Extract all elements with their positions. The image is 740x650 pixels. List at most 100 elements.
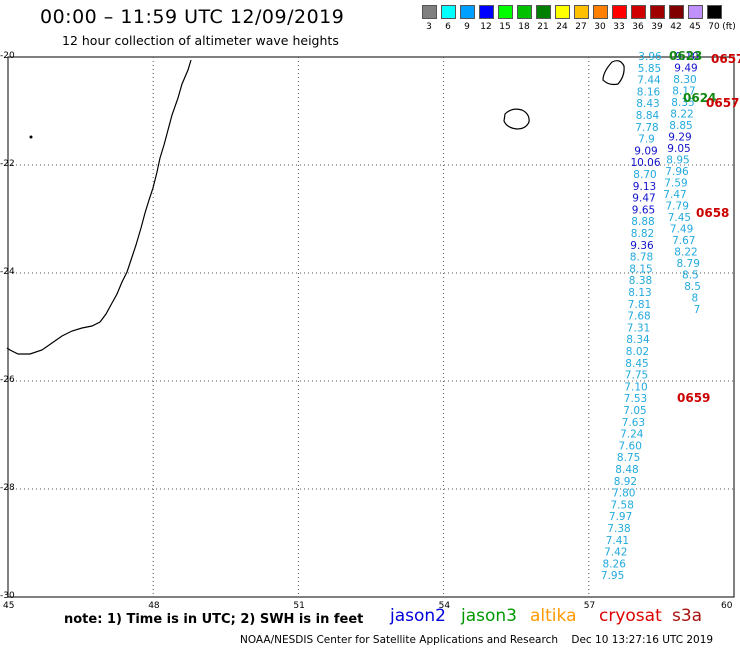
legend-label-18: 18 (518, 22, 530, 32)
track-value: 8.45 (625, 358, 648, 370)
legend-label-27: 27 (575, 22, 587, 32)
track-value: 7.95 (601, 570, 624, 582)
legend-label-45: 45 (689, 22, 701, 32)
track-value: 7.60 (619, 440, 642, 452)
track-value: 7.10 (624, 381, 647, 393)
legend-label-9: 9 (464, 22, 470, 32)
track-value: 9.36 (630, 240, 654, 252)
track-value: 7.68 (627, 311, 650, 323)
mission-jason3: jason3 (461, 606, 517, 626)
track-value-2: 8.95 (666, 155, 689, 167)
legend-label-3: 3 (426, 22, 432, 32)
lon-tick-label: 48 (148, 601, 160, 611)
lat-tick-label: -30 (0, 591, 15, 601)
track-value: 3.96 (638, 51, 662, 63)
track-value-2: 7.67 (672, 235, 695, 247)
track-value: 7.24 (620, 429, 644, 441)
track-value: 8.48 (615, 464, 638, 476)
track-value: 8.75 (617, 452, 640, 464)
track-value-2: 8.5 (682, 270, 699, 282)
island-reunion (503, 108, 530, 130)
coastline-madagascar (6, 59, 192, 355)
time-label: 0624 (683, 91, 716, 105)
legend-label-70: 70 (708, 22, 720, 32)
track-value: 9.47 (632, 193, 655, 205)
track-value: 8.15 (629, 263, 652, 275)
track-value: 7.97 (609, 511, 632, 523)
legend-label-33: 33 (613, 22, 625, 32)
track-value: 9.65 (632, 204, 655, 216)
legend-label-21: 21 (537, 22, 549, 32)
lon-tick-label: 57 (583, 601, 596, 611)
track-value: 8.34 (626, 334, 650, 346)
track-value: 7.9 (638, 134, 655, 146)
legend-label-42: 42 (670, 22, 682, 32)
track-value: 8.82 (631, 228, 654, 240)
legend-swatch-45 (688, 5, 703, 19)
legend-label-6: 6 (445, 22, 451, 32)
track-value: 7.78 (635, 122, 658, 134)
legend-swatch-27 (574, 5, 589, 19)
legend-swatch-39 (650, 5, 665, 19)
legend-swatch-36 (631, 5, 646, 19)
track-value-2: 9.29 (668, 132, 691, 144)
page-title: 00:00 – 11:59 UTC 12/09/2019 (40, 6, 345, 28)
credit-timestamp: Dec 10 13:27:16 UTC 2019 (571, 634, 714, 646)
lat-tick-label: -26 (0, 375, 15, 385)
legend-label-36: 36 (632, 22, 644, 32)
legend-label-24: 24 (556, 22, 568, 32)
track-value-2: 8.22 (670, 109, 693, 121)
legend-swatch-15 (498, 5, 513, 19)
track-value-2: 8 (691, 293, 698, 305)
track-value: 7.63 (622, 417, 645, 429)
track-value: 8.13 (628, 287, 651, 299)
legend-swatch-33 (612, 5, 627, 19)
legend-swatch-12 (479, 5, 494, 19)
credit-line: NOAA/NESDIS Center for Satellite Applica… (240, 634, 713, 646)
track-value: 8.43 (636, 98, 659, 110)
track-value-2: 9.49 (674, 63, 697, 75)
track-value: 7.44 (637, 75, 661, 87)
track-value: 7.41 (606, 535, 629, 547)
legend-swatch-9 (460, 5, 475, 19)
page-subtitle: 12 hour collection of altimeter wave hei… (62, 33, 339, 48)
track-value: 7.80 (612, 488, 635, 500)
time-label: 0657 (711, 52, 740, 66)
track-value-2: 8.5 (684, 281, 701, 293)
track-value: 8.78 (630, 252, 653, 264)
track-value-2: 8.35 (671, 97, 694, 109)
track-value: 8.38 (629, 275, 652, 287)
track-value-2: 8.17 (672, 86, 695, 98)
legend-label-15: 15 (499, 22, 511, 32)
time-label: 0659 (677, 391, 710, 405)
legend-swatch-6 (441, 5, 456, 19)
track-value-2: 7 (694, 304, 701, 316)
legend-label-39: 39 (651, 22, 663, 32)
track-value-2: 8.79 (677, 258, 700, 270)
track-value: 8.26 (603, 558, 627, 570)
time-label: 0623 (669, 49, 702, 63)
track-value-2: 8.30 (673, 74, 696, 86)
legend-label-30: 30 (594, 22, 606, 32)
legend-swatch-30 (593, 5, 608, 19)
track-value: 8.88 (631, 216, 654, 228)
legend-swatch-3 (422, 5, 437, 19)
track-value: 8.92 (614, 476, 637, 488)
track-value: 5.85 (638, 63, 661, 75)
track-value-2: 7.59 (664, 178, 687, 190)
lat-tick-label: -22 (0, 159, 15, 169)
legend-swatch-42 (669, 5, 684, 19)
legend-label-12: 12 (480, 22, 492, 32)
lon-tick-label: 45 (3, 601, 15, 611)
footer-note: note: 1) Time is in UTC; 2) SWH is in fe… (64, 612, 364, 627)
legend-swatch-18 (517, 5, 532, 19)
track-value: 7.42 (604, 547, 627, 559)
track-value-2: 7.96 (665, 166, 689, 178)
legend-swatch-21 (536, 5, 551, 19)
track-value: 7.05 (623, 405, 646, 417)
track-value: 9.09 (634, 145, 657, 157)
legend-unit: (ft) (722, 22, 736, 32)
lon-tick-label: 51 (293, 601, 305, 611)
track-value: 7.75 (625, 370, 648, 382)
legend-swatch-24 (555, 5, 570, 19)
